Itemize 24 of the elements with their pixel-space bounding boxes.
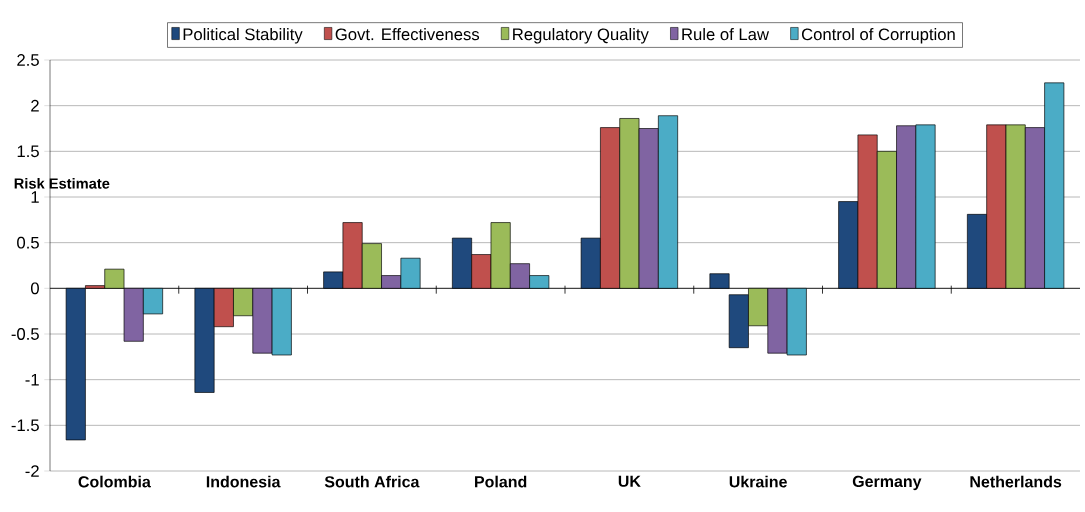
y-axis-title: Risk Estimate xyxy=(14,177,110,189)
y-tick-label: 0 xyxy=(30,282,39,295)
legend-label: Govt. Effectiveness xyxy=(335,27,480,41)
legend-label: Regulatory Quality xyxy=(513,27,649,44)
y-tick-label: 1.5 xyxy=(17,145,39,158)
legend-label: Control of Corruption xyxy=(801,27,955,44)
x-tick-label: Netherlands xyxy=(970,475,1062,488)
x-tick-label: Indonesia xyxy=(206,475,281,488)
y-tick-label: 0.5 xyxy=(17,236,39,249)
y-tick-label: -1.5 xyxy=(11,419,39,432)
y-tick-label: -1 xyxy=(25,373,39,386)
legend-label: Rule of Law xyxy=(682,27,770,41)
y-tick-label: -0.5 xyxy=(11,328,39,340)
y-tick-label: -2 xyxy=(25,465,39,477)
x-tick-label: UK xyxy=(618,475,641,487)
legend-label: Political Stability xyxy=(183,27,303,44)
x-tick-label: Poland xyxy=(475,475,527,488)
y-tick-label: 2.5 xyxy=(17,54,39,66)
x-tick-label: Ukraine xyxy=(729,475,787,488)
y-tick-label: 2 xyxy=(31,99,39,112)
x-tick-label: Germany xyxy=(852,475,922,491)
x-tick-label: Colombia xyxy=(78,475,151,488)
y-tick-label: 1 xyxy=(31,191,39,203)
x-tick-label: South Africa xyxy=(324,475,420,488)
